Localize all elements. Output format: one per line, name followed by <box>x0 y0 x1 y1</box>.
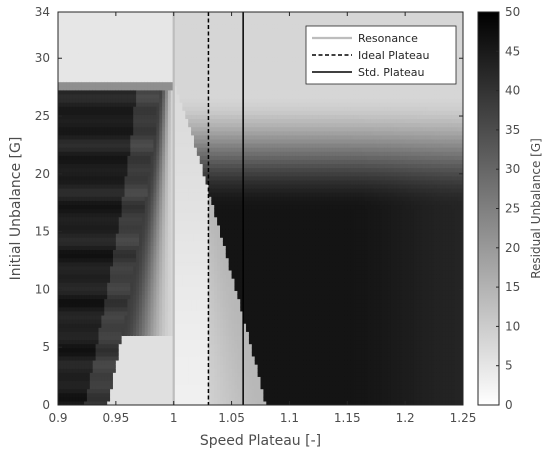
chart-figure: 0.9 0.95 1 1.05 1.1 1.15 1.2 1.25 0510152025303… <box>0 0 550 462</box>
